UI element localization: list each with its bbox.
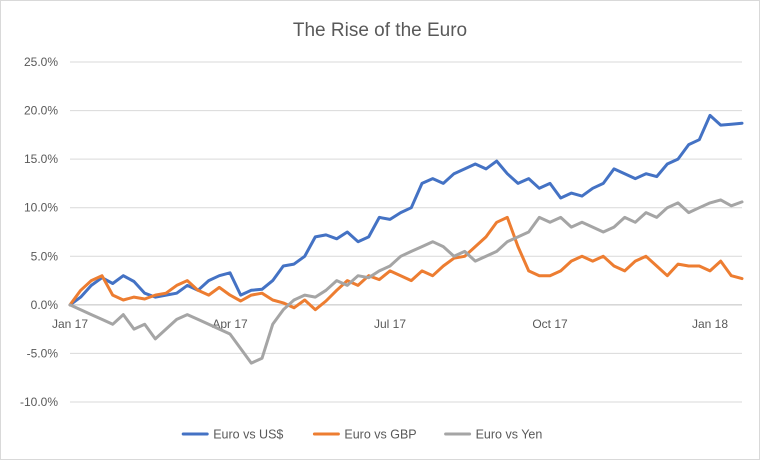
legend-label-euro-vs-gbp: Euro vs GBP	[344, 428, 416, 442]
x-tick-label: Jul 17	[374, 317, 406, 331]
gridlines	[70, 61, 742, 403]
x-tick-label: Oct 17	[532, 317, 568, 331]
y-tick-label: 25.0%	[24, 55, 58, 69]
x-tick-label: Apr 17	[212, 317, 248, 331]
y-tick-label: 15.0%	[24, 152, 58, 166]
legend-label-euro-vs-yen: Euro vs Yen	[476, 428, 543, 442]
legend: Euro vs US$ Euro vs GBP Euro vs Yen	[181, 428, 543, 442]
legend-label-euro-vs-us: Euro vs US$	[213, 428, 283, 442]
y-axis-tick-labels: 25.0% 20.0% 15.0% 10.0% 5.0% 0.0% -5.0% -10.0%	[20, 55, 58, 409]
series-lines	[68, 113, 744, 365]
x-tick-label: Jan 17	[52, 317, 88, 331]
y-tick-label: 0.0%	[31, 298, 59, 312]
x-tick-label: Jan 18	[692, 317, 728, 331]
y-tick-label: -10.0%	[20, 395, 58, 409]
y-tick-label: -5.0%	[27, 346, 59, 360]
x-axis-tick-labels: Jan 17 Apr 17 Jul 17 Oct 17 Jan 18	[52, 317, 728, 331]
series-line-euro-vs-us	[68, 113, 744, 307]
y-tick-label: 20.0%	[24, 104, 58, 118]
chart-title: The Rise of the Euro	[293, 20, 467, 41]
series-line-euro-vs-yen	[68, 198, 744, 365]
y-tick-label: 10.0%	[24, 201, 58, 215]
series-line-euro-vs-gbp	[68, 215, 744, 312]
y-tick-label: 5.0%	[31, 249, 59, 263]
